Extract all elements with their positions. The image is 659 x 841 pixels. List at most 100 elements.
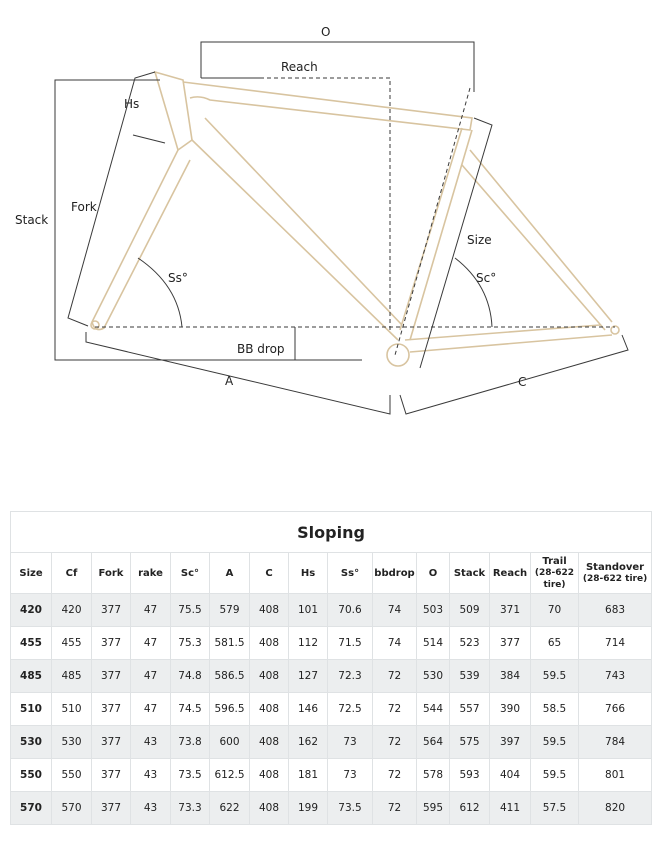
table-cell: 683 [577, 593, 653, 627]
table-cell: 377 [91, 692, 131, 726]
table-cell: 74.5 [170, 692, 210, 726]
table-cell: 593 [449, 758, 490, 792]
table-cell: 74 [372, 626, 417, 660]
table-cell: 43 [130, 791, 171, 825]
label-size: Size [467, 233, 492, 247]
size-line [419, 117, 493, 369]
table-cell: 411 [489, 791, 531, 825]
bike-frame [90, 70, 620, 367]
table-cell: 72.5 [327, 692, 373, 726]
table-cell: 600 [209, 725, 250, 759]
table-cell: 575 [449, 725, 490, 759]
top-tube [182, 81, 473, 131]
table-row: 530 530 377 43 73.8 600 408 162 73 72 564 575 397 59.… [10, 725, 653, 759]
table-cell: 612.5 [209, 758, 250, 792]
label-c: C [518, 375, 526, 389]
table-cell: 101 [288, 593, 328, 627]
table-cell: 74 [372, 593, 417, 627]
seat-stay [461, 149, 613, 331]
table-row: 570 570 377 43 73.3 622 408 199 73.5 72 595 612 411 5… [10, 791, 653, 825]
table-cell: 408 [249, 725, 289, 759]
table-cell: 530 [416, 659, 450, 693]
hs-bracket [67, 71, 166, 327]
column-header: rake [130, 552, 171, 594]
dimension-lines [54, 41, 629, 415]
table-cell: 408 [249, 626, 289, 660]
table-cell: 377 [91, 593, 131, 627]
table-cell: 377 [91, 659, 131, 693]
table-cell: 127 [288, 659, 328, 693]
table-cell: 377 [91, 725, 131, 759]
table-cell: 75.5 [170, 593, 210, 627]
table-cell: 397 [489, 725, 531, 759]
table-cell: 74.8 [170, 659, 210, 693]
table-cell: 523 [449, 626, 490, 660]
column-header: A [209, 552, 250, 594]
column-header: Reach [489, 552, 531, 594]
column-header: Fork [91, 552, 131, 594]
column-header-label: Reach [492, 567, 528, 579]
column-header: Cf [51, 552, 92, 594]
table-row: 510 510 377 47 74.5 596.5 408 146 72.5 72 544 557 39… [10, 692, 653, 726]
table-cell: 59.5 [530, 758, 579, 792]
column-header: O [416, 552, 450, 594]
table-cell: 503 [416, 593, 450, 627]
table-cell: 73.3 [170, 791, 210, 825]
table-cell: 579 [209, 593, 250, 627]
table-cell: 377 [91, 791, 131, 825]
table-cell: 485 [51, 659, 92, 693]
table-cell: 510 [51, 692, 92, 726]
geometry-table: Sloping Size Cf Fork rake Sc° A C Hs Ss° bbdrop O S… [9, 511, 653, 825]
table-row: 550 550 377 43 73.5 612.5 408 181 73 72 578 593 404 5… [10, 758, 653, 792]
table-cell: 112 [288, 626, 328, 660]
column-header: Hs [288, 552, 328, 594]
table-cell: 596.5 [209, 692, 250, 726]
head-tube [153, 70, 193, 152]
column-header-label: Hs [300, 567, 316, 579]
table-cell: 766 [577, 692, 653, 726]
seat-tube [399, 127, 473, 341]
table-cell: 530 [51, 725, 92, 759]
column-header-note: (28-622 tire) [534, 567, 575, 590]
table-cell: 390 [489, 692, 531, 726]
table-cell: 199 [288, 791, 328, 825]
a-line [85, 332, 391, 415]
table-cell: 71.5 [327, 626, 373, 660]
table-cell: 801 [577, 758, 653, 792]
table-cell: 73.5 [327, 791, 373, 825]
table-row: 485 485 377 47 74.8 586.5 408 127 72.3 72 530 539 38… [10, 659, 653, 693]
table-cell: 509 [449, 593, 490, 627]
table-cell: 820 [577, 791, 653, 825]
sc-arc [454, 257, 493, 328]
table-row: 455 455 377 47 75.3 581.5 408 112 71.5 74 514 523 37… [10, 626, 653, 660]
table-cell: 622 [209, 791, 250, 825]
table-cell: 586.5 [209, 659, 250, 693]
column-header-label: Size [19, 567, 43, 579]
column-header: Stack [449, 552, 490, 594]
column-header-label: Fork [98, 567, 124, 579]
table-cell: 57.5 [530, 791, 579, 825]
table-cell: 70.6 [327, 593, 373, 627]
table-cell: 73 [327, 758, 373, 792]
label-o: O [321, 25, 330, 39]
frame-geometry-diagram: O Reach Hs Stack Fork Ss° BB drop A Size… [15, 25, 629, 415]
table-cell: 408 [249, 692, 289, 726]
column-header-label: bbdrop [374, 567, 415, 579]
label-hs: Hs [124, 97, 139, 111]
table-cell: 72 [372, 758, 417, 792]
table-cell: 59.5 [530, 725, 579, 759]
column-header-label: C [265, 567, 273, 579]
column-header: Ss° [327, 552, 373, 594]
table-cell: 72 [372, 692, 417, 726]
column-header-label: rake [138, 567, 163, 579]
table-cell: 408 [249, 791, 289, 825]
down-tube [191, 117, 403, 341]
label-bbdrop: BB drop [237, 342, 285, 356]
table-cell: 557 [449, 692, 490, 726]
front-dropout [90, 320, 100, 330]
column-header: Size [10, 552, 52, 594]
table-cell: 371 [489, 593, 531, 627]
table-cell: 550 [10, 758, 52, 792]
table-cell: 544 [416, 692, 450, 726]
column-header-label: Standover [585, 561, 645, 573]
